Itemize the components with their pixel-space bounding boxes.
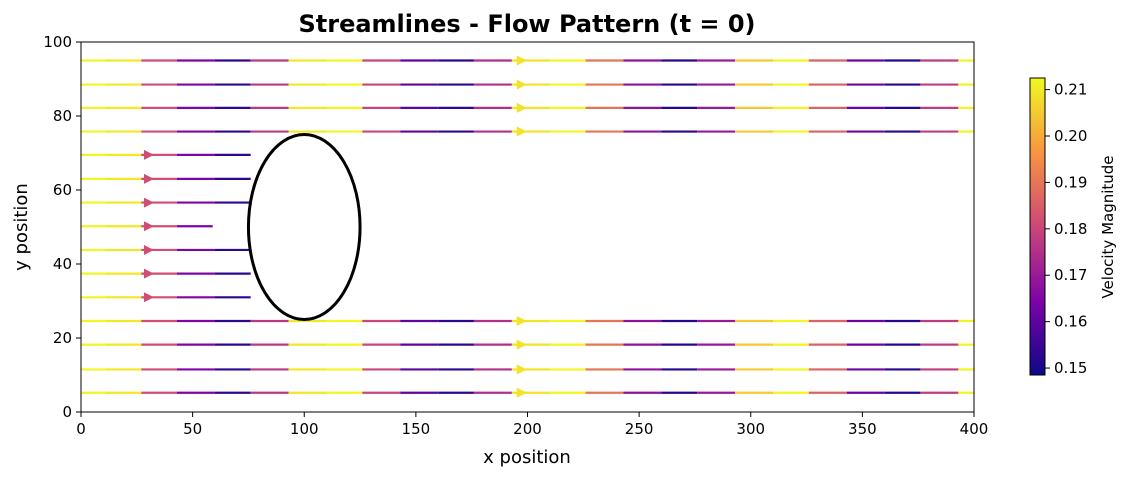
upstream-streamline-6-arrow [143,292,154,303]
x-axis: 0 50 100 150 200 250 300 350 400 [76,412,988,438]
full-streamline-0-arrow [516,55,527,66]
x-tick-label: 0 [76,420,86,438]
colorbar-tick-label: 0.17 [1054,266,1087,284]
y-tick-label: 60 [53,181,72,199]
upstream-streamline-2-arrow [143,197,154,208]
x-tick-label: 350 [848,420,877,438]
streamlines-group [81,55,974,398]
y-axis: 0 20 40 60 80 100 [43,33,81,421]
x-tick-label: 100 [290,420,319,438]
colorbar-label: Velocity Magnitude [1099,155,1117,298]
full-streamline-4-arrow [516,315,527,326]
x-tick-label: 50 [183,420,202,438]
colorbar: 0.15 0.16 0.17 0.18 0.19 0.20 0.21 Velocity Ma… [1029,77,1117,377]
upstream-streamline-3-arrow [143,221,154,232]
colorbar-tick-label: 0.21 [1054,81,1087,99]
chart-title: Streamlines - Flow Pattern (t = 0) [298,10,755,38]
full-streamline-6-arrow [516,364,527,375]
x-tick-label: 400 [960,420,989,438]
x-tick-label: 300 [736,420,765,438]
colorbar-gradient [1029,77,1046,376]
colorbar-tick-label: 0.18 [1054,220,1087,238]
full-streamline-2-arrow [516,102,527,113]
upstream-streamline-4-arrow [143,244,154,255]
obstacle-ellipse [246,133,362,321]
colorbar-ticks: 0.15 0.16 0.17 0.18 0.19 0.20 0.21 [1045,81,1087,377]
colorbar-tick-label: 0.16 [1054,313,1087,331]
full-streamline-3-arrow [516,126,527,137]
x-tick-label: 250 [625,420,654,438]
y-axis-label: y position [11,183,32,271]
y-tick-label: 80 [53,107,72,125]
x-tick-label: 200 [513,420,542,438]
colorbar-tick-label: 0.20 [1054,127,1087,145]
upstream-streamline-1-arrow [143,173,154,184]
y-tick-label: 40 [53,255,72,273]
y-tick-label: 20 [53,329,72,347]
full-streamline-7-arrow [516,387,527,398]
full-streamline-5-arrow [516,339,527,350]
plot-frame [80,41,975,413]
y-tick-label: 100 [43,33,72,51]
upstream-streamline-0-arrow [143,149,154,160]
colorbar-tick-label: 0.19 [1054,173,1087,191]
colorbar-tick-label: 0.15 [1054,359,1087,377]
x-tick-label: 150 [402,420,431,438]
y-tick-label: 0 [62,403,72,421]
full-streamline-1-arrow [516,79,527,90]
upstream-streamline-5-arrow [143,268,154,279]
x-axis-label: x position [483,447,571,468]
